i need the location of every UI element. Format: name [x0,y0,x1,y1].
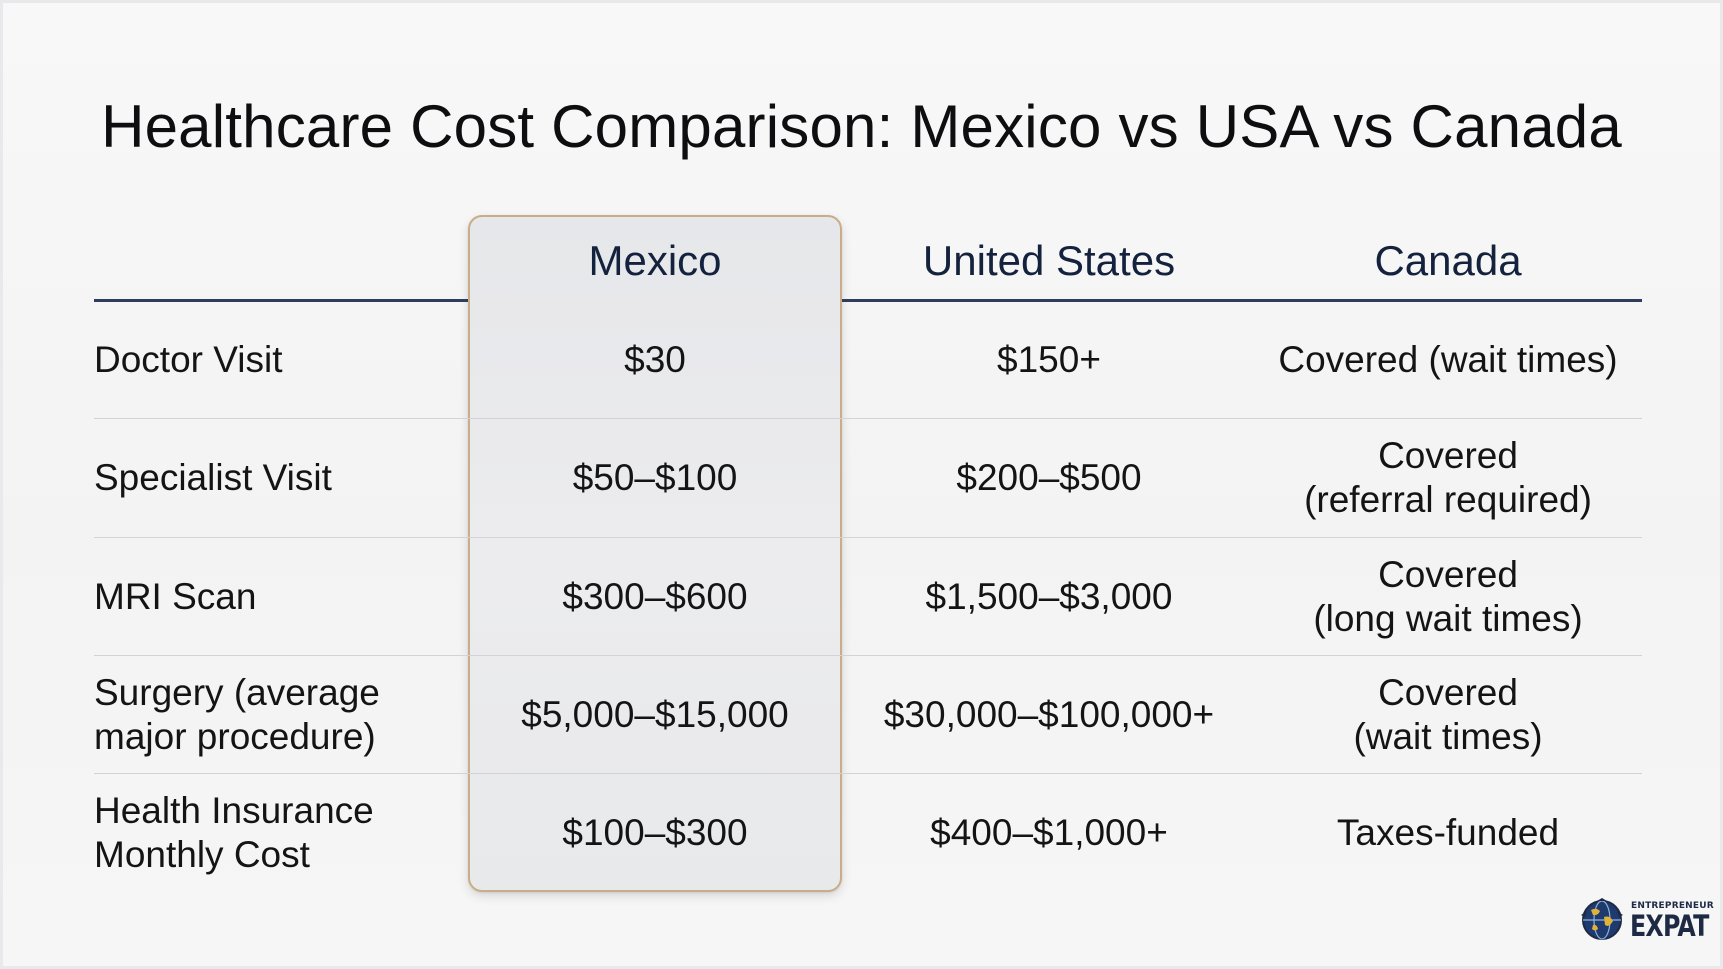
cell-usa-specialist-visit: $200–$500 [956,457,1142,498]
cell-canada-surgery: Covered (wait times) [1353,671,1543,757]
header-divider [94,299,468,302]
entrepreneur-expat-logo: ENTREPRENEUR EXPAT [1579,893,1714,949]
cell-canada-health-insurance: Taxes-funded [1336,812,1560,853]
row-divider [94,418,1642,419]
row-label-surgery: Surgery (average major procedure) [94,671,380,757]
cell-canada-specialist-visit: Covered (referral required) [1304,435,1592,520]
row-label-specialist-visit: Specialist Visit [94,457,332,498]
row-label-mri-scan: MRI Scan [94,575,257,617]
cell-mexico-health-insurance: $100–$300 [562,812,748,853]
row-divider [94,655,1642,656]
column-header-mexico: Mexico [588,237,722,284]
column-header-united-states: United States [922,237,1176,284]
row-label-doctor-visit: Doctor Visit [94,339,283,380]
cell-usa-health-insurance: $400–$1,000+ [930,812,1168,853]
logo-text-entrepreneur: ENTREPRENEUR [1631,901,1714,911]
logo-text-expat: EXPAT [1630,909,1709,943]
cell-mexico-surgery: $5,000–$15,000 [521,693,789,735]
cell-usa-doctor-visit: $150+ [997,339,1101,380]
cell-mexico-specialist-visit: $50–$100 [572,457,738,498]
globe-icon [1581,898,1623,940]
row-divider [94,537,1642,538]
cell-usa-surgery: $30,000–$100,000+ [883,693,1215,735]
mexico-column-highlight [468,215,842,892]
header-divider [842,299,1642,302]
page-title: Healthcare Cost Comparison: Mexico vs US… [101,93,1622,160]
cell-mexico-mri-scan: $300–$600 [562,575,748,617]
cell-usa-mri-scan: $1,500–$3,000 [925,575,1173,617]
cell-mexico-doctor-visit: $30 [624,339,686,380]
row-label-health-insurance: Health Insurance Monthly Cost [94,790,374,875]
row-divider [94,773,1642,774]
column-header-canada: Canada [1374,237,1522,284]
cell-canada-doctor-visit: Covered (wait times) [1278,339,1618,380]
cell-canada-mri-scan: Covered (long wait times) [1313,553,1583,639]
